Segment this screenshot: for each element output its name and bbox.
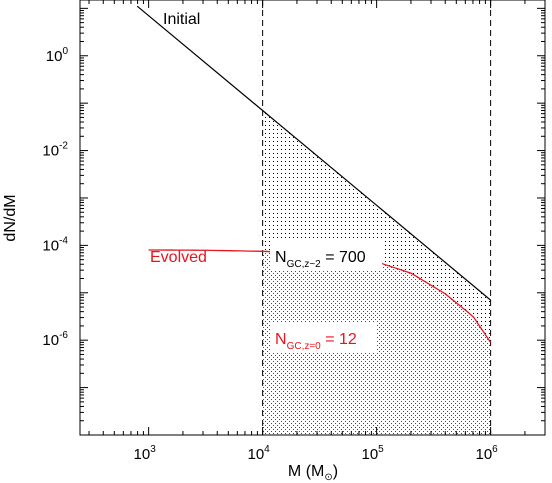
y-axis-label: dN/dM xyxy=(2,194,19,241)
x-tick-label: 106 xyxy=(475,444,498,463)
evolved-shade-dots xyxy=(262,251,491,435)
x-axis-label: M (M⊙) xyxy=(288,463,338,483)
y-tick-label: 10-4 xyxy=(42,235,68,254)
y-tick-label: 10-2 xyxy=(42,141,68,160)
series-line-initial xyxy=(136,5,491,301)
y-tick-label: 100 xyxy=(46,46,69,65)
series-label-initial: Initial xyxy=(163,11,200,28)
series-label-evolved: Evolved xyxy=(150,249,207,266)
annotation-evolved: NGC,z=0 = 12 xyxy=(275,331,357,352)
y-axis: 100 10-2 10-4 10-6 xyxy=(42,7,545,436)
x-axis: 103 104 105 106 xyxy=(88,0,546,463)
sun-symbol: ⊙ xyxy=(324,472,332,483)
y-tick-label: 10-6 xyxy=(42,330,68,349)
shaded-region-evolved xyxy=(262,251,491,435)
annotation-initial: NGC,z~2 = 700 xyxy=(275,249,366,270)
mass-limit-lines xyxy=(262,0,492,435)
x-tick-label: 103 xyxy=(134,444,157,463)
annotation-bg-initial xyxy=(270,241,382,271)
x-tick-label: 104 xyxy=(247,444,270,463)
count-annotations: NGC,z~2 = 700 NGC,z=0 = 12 xyxy=(270,241,382,353)
x-tick-label: 105 xyxy=(361,444,384,463)
series-labels: Initial Evolved xyxy=(150,11,207,266)
annotation-bg-evolved xyxy=(270,323,376,353)
plot-frame xyxy=(79,0,546,436)
